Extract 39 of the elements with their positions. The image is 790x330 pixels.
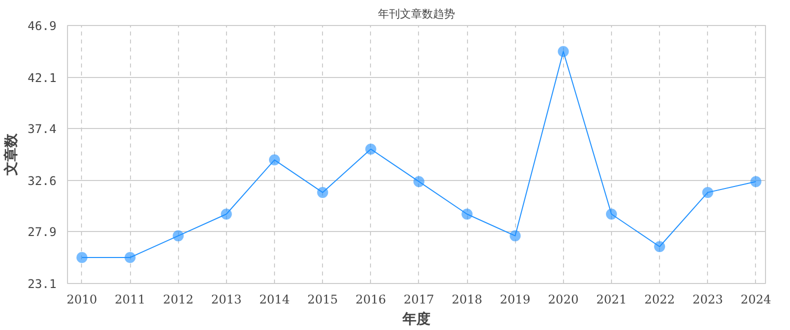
- point: [124, 252, 136, 263]
- y-tick-label: 42.1: [28, 71, 57, 86]
- point: [750, 176, 762, 188]
- x-tick-label: 2016: [356, 292, 386, 306]
- point: [172, 230, 184, 242]
- x-tick-label: 2022: [644, 292, 675, 306]
- y-tick-label: 46.9: [28, 19, 57, 33]
- point: [317, 186, 328, 198]
- x-axis-title: 年度: [402, 310, 430, 328]
- point: [268, 154, 280, 166]
- point: [558, 46, 569, 58]
- x-tick-label: 2019: [500, 292, 530, 306]
- point: [510, 230, 521, 242]
- point: [413, 176, 424, 188]
- chart-title: 年刊文章数趋势: [378, 8, 455, 20]
- point: [462, 208, 473, 220]
- x-tick-label: 2018: [452, 292, 482, 306]
- x-tick-label: 2017: [404, 292, 434, 306]
- x-tick-label: 2023: [692, 292, 724, 306]
- y-tick-label: 23.1: [28, 277, 57, 291]
- x-tick-label: 2020: [548, 292, 579, 306]
- x-tick-label: 2015: [307, 292, 338, 306]
- point: [220, 208, 232, 220]
- x-tick-label: 2024: [740, 292, 772, 306]
- y-axis-title: 文章数: [2, 132, 20, 176]
- y-tick-label: 32.6: [28, 174, 57, 188]
- x-tick-label: 2014: [259, 292, 290, 306]
- x-tick-label: 2011: [114, 292, 146, 306]
- y-tick-label: 37.4: [28, 122, 57, 136]
- x-tick-label: 2012: [162, 292, 194, 306]
- point: [702, 186, 714, 198]
- x-tick-label: 2013: [211, 292, 242, 306]
- point: [76, 252, 88, 263]
- point: [606, 208, 617, 220]
- point: [654, 241, 666, 252]
- x-tick-label: 2021: [596, 292, 627, 306]
- point: [365, 144, 376, 155]
- y-tick-label: 27.9: [28, 224, 57, 239]
- x-tick-label: 2010: [66, 292, 98, 306]
